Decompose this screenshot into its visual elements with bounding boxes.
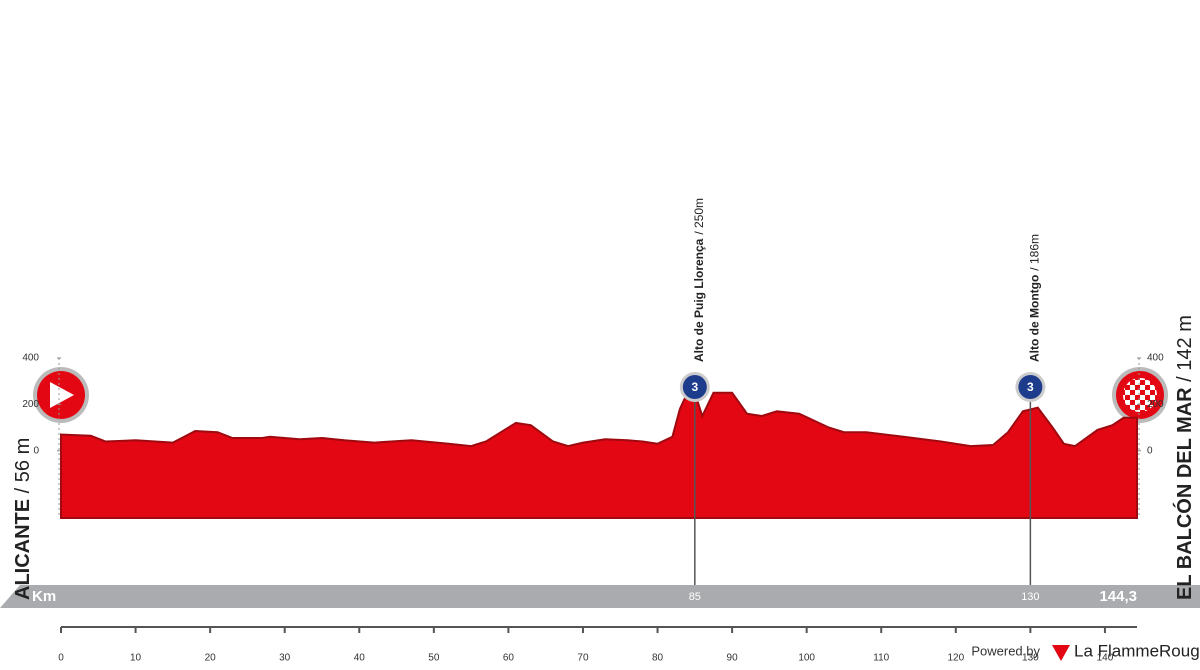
finish-label: EL BALCÓN DEL MAR / 142 m bbox=[1172, 315, 1196, 600]
total-km: 144,3 bbox=[1099, 588, 1137, 605]
climb-text: Alto de Montgo / 186m bbox=[1028, 234, 1042, 362]
climb-name: Alto de Puig Llorença bbox=[692, 238, 706, 362]
x-tick-label: 90 bbox=[727, 653, 739, 664]
x-tick-label: 10 bbox=[130, 653, 142, 664]
y-tick-label: 400 bbox=[1147, 353, 1164, 364]
y-tick-label: 200 bbox=[1147, 399, 1164, 410]
x-tick-label: 120 bbox=[947, 653, 964, 664]
x-tick-label: 60 bbox=[503, 653, 515, 664]
climb-elevation: / 250m bbox=[692, 198, 706, 235]
climb-icon bbox=[1018, 375, 1043, 399]
km-label: Km bbox=[32, 588, 56, 605]
profile-area bbox=[60, 391, 1138, 519]
climb-km: 130 bbox=[1021, 591, 1039, 603]
x-tick-label: 40 bbox=[354, 653, 366, 664]
finish-town: EL BALCÓN DEL MAR bbox=[1172, 387, 1196, 600]
x-tick-label: 0 bbox=[58, 653, 64, 664]
climb-category: 3 bbox=[691, 380, 698, 394]
climb-km: 85 bbox=[689, 591, 701, 603]
start-label: ALICANTE / 56 m bbox=[12, 438, 34, 600]
start-arrow bbox=[50, 382, 74, 408]
x-tick-label: 50 bbox=[428, 653, 440, 664]
start-elev: / 56 m bbox=[12, 438, 34, 494]
climb-text: Alto de Puig Llorença / 250m bbox=[692, 198, 706, 362]
powered-by: Powered by bbox=[971, 643, 1040, 658]
x-tick-label: 140 bbox=[1097, 653, 1114, 664]
x-tick-label: 100 bbox=[798, 653, 815, 664]
km-bar bbox=[0, 585, 1200, 608]
x-tick-label: 130 bbox=[1022, 653, 1039, 664]
y-tick-label: 0 bbox=[1147, 445, 1153, 456]
y-tick-label: 200 bbox=[22, 399, 39, 410]
y-tick-label: 0 bbox=[33, 445, 39, 456]
brand-logo bbox=[1052, 645, 1070, 661]
finish-name: EL BALCÓN DEL MAR / 142 m bbox=[1172, 315, 1196, 600]
climb-name: Alto de Montgo bbox=[1028, 275, 1042, 362]
climb-icon bbox=[682, 375, 707, 399]
x-tick-label: 20 bbox=[205, 653, 217, 664]
x-tick-label: 30 bbox=[279, 653, 291, 664]
start-town: ALICANTE bbox=[12, 499, 34, 600]
climb-elevation: / 186m bbox=[1028, 234, 1042, 271]
y-tick-label: 400 bbox=[22, 353, 39, 364]
finish-flag bbox=[1123, 378, 1157, 412]
brand: La FlammeRouge bbox=[1074, 641, 1200, 660]
climb-category: 3 bbox=[1027, 380, 1034, 394]
finish-elev: / 142 m bbox=[1174, 315, 1196, 382]
start-name: ALICANTE / 56 m bbox=[12, 438, 34, 600]
climb-label: Alto de Puig Llorença / 250m bbox=[692, 198, 706, 362]
x-tick-label: 80 bbox=[652, 653, 664, 664]
x-tick-label: 70 bbox=[577, 653, 589, 664]
x-tick-label: 110 bbox=[873, 653, 889, 664]
climb-label: Alto de Montgo / 186m bbox=[1028, 234, 1042, 362]
